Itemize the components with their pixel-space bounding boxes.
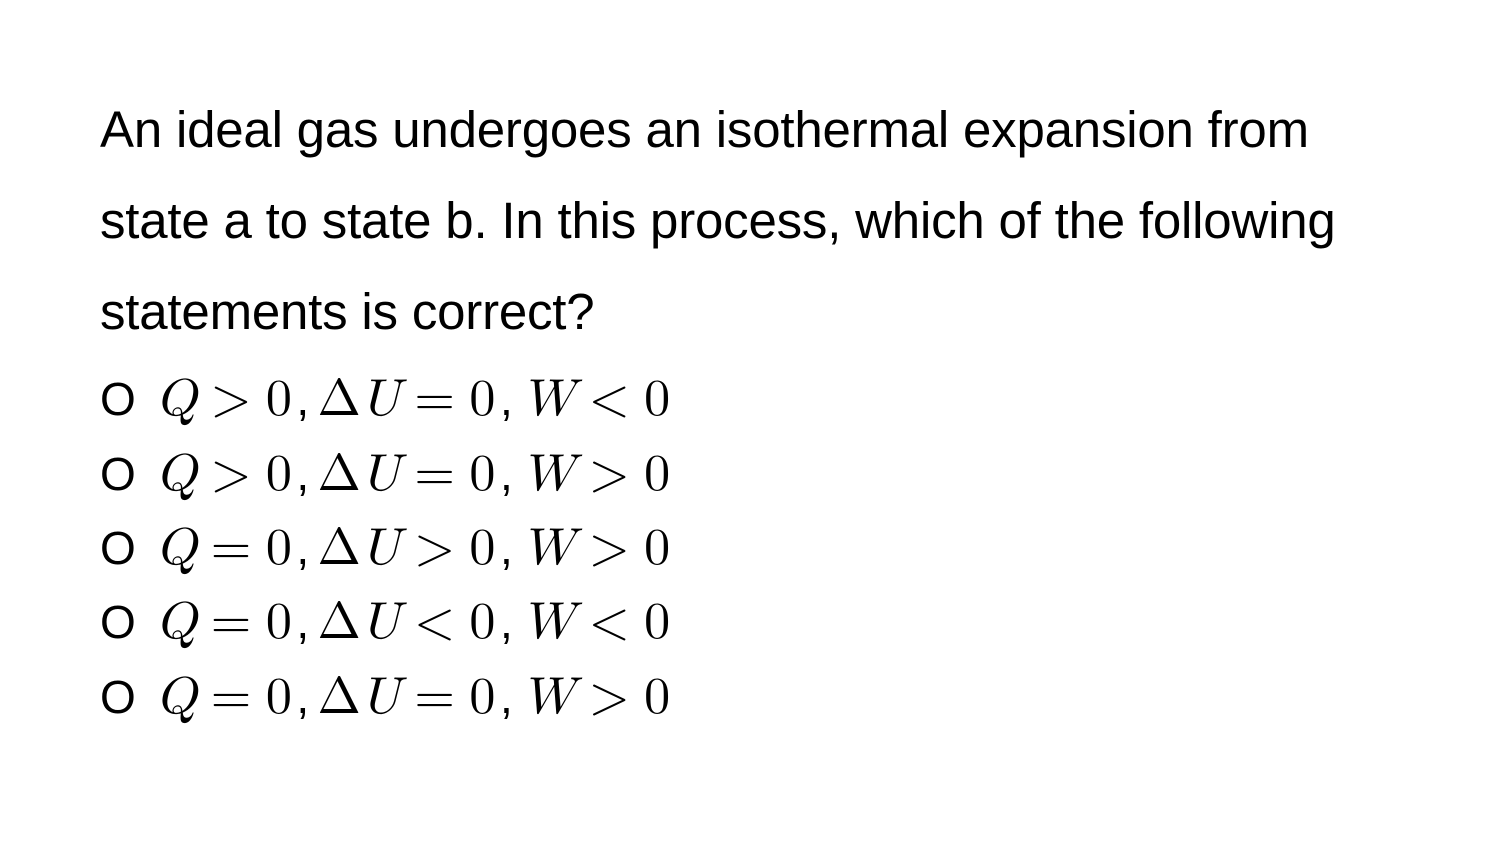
relation-op: > — [400, 512, 470, 586]
symbol-Delta: Δ — [317, 363, 360, 437]
option-row: OQ=0,ΔU>0,W>0 — [100, 512, 1400, 586]
radio-icon: O — [100, 590, 136, 656]
symbol-Delta: Δ — [317, 661, 360, 735]
relation-op: = — [400, 661, 470, 735]
option-row: OQ=0,ΔU<0,W<0 — [100, 586, 1400, 660]
option-math: Q>0,ΔU=0,W>0 — [156, 438, 670, 512]
symbol-Q: Q — [156, 438, 196, 512]
option-math: Q=0,ΔU=0,W>0 — [156, 661, 670, 735]
number-zero: 0 — [644, 438, 670, 512]
number-zero: 0 — [469, 438, 495, 512]
symbol-Q: Q — [156, 661, 196, 735]
relation-op: < — [575, 363, 645, 437]
option-row: OQ>0,ΔU=0,W<0 — [100, 363, 1400, 437]
number-zero: 0 — [469, 661, 495, 735]
symbol-U: U — [361, 363, 400, 437]
separator-comma: , — [292, 590, 318, 656]
relation-op: < — [400, 586, 470, 660]
number-zero: 0 — [266, 661, 292, 735]
number-zero: 0 — [644, 586, 670, 660]
symbol-U: U — [361, 661, 400, 735]
symbol-W: W — [521, 512, 574, 586]
symbol-Q: Q — [156, 586, 196, 660]
number-zero: 0 — [644, 512, 670, 586]
number-zero: 0 — [266, 586, 292, 660]
symbol-Delta: Δ — [317, 586, 360, 660]
number-zero: 0 — [644, 363, 670, 437]
number-zero: 0 — [469, 586, 495, 660]
relation-op: > — [575, 438, 645, 512]
option-row: OQ>0,ΔU=0,W>0 — [100, 438, 1400, 512]
question-text: An ideal gas undergoes an isothermal exp… — [100, 85, 1400, 357]
relation-op: > — [575, 661, 645, 735]
symbol-Q: Q — [156, 363, 196, 437]
radio-icon: O — [100, 516, 136, 582]
separator-comma: , — [495, 367, 521, 433]
radio-icon: O — [100, 367, 136, 433]
relation-op: > — [196, 438, 266, 512]
number-zero: 0 — [644, 661, 670, 735]
relation-op: > — [196, 363, 266, 437]
separator-comma: , — [495, 665, 521, 731]
symbol-W: W — [521, 586, 574, 660]
relation-op: > — [575, 512, 645, 586]
separator-comma: , — [292, 367, 318, 433]
symbol-U: U — [361, 512, 400, 586]
separator-comma: , — [495, 442, 521, 508]
relation-op: = — [196, 661, 266, 735]
relation-op: = — [196, 586, 266, 660]
relation-op: = — [400, 363, 470, 437]
radio-icon: O — [100, 442, 136, 508]
symbol-U: U — [361, 586, 400, 660]
number-zero: 0 — [469, 363, 495, 437]
relation-op: = — [196, 512, 266, 586]
options-list: OQ>0,ΔU=0,W<0OQ>0,ΔU=0,W>0OQ=0,ΔU>0,W>0O… — [100, 363, 1400, 735]
separator-comma: , — [292, 442, 318, 508]
option-math: Q>0,ΔU=0,W<0 — [156, 363, 670, 437]
symbol-W: W — [521, 363, 574, 437]
radio-icon: O — [100, 665, 136, 731]
relation-op: = — [400, 438, 470, 512]
symbol-W: W — [521, 438, 574, 512]
separator-comma: , — [495, 516, 521, 582]
symbol-Delta: Δ — [317, 438, 360, 512]
number-zero: 0 — [266, 363, 292, 437]
separator-comma: , — [292, 665, 318, 731]
symbol-Delta: Δ — [317, 512, 360, 586]
number-zero: 0 — [469, 512, 495, 586]
symbol-Q: Q — [156, 512, 196, 586]
option-math: Q=0,ΔU>0,W>0 — [156, 512, 670, 586]
symbol-U: U — [361, 438, 400, 512]
relation-op: < — [575, 586, 645, 660]
option-row: OQ=0,ΔU=0,W>0 — [100, 661, 1400, 735]
separator-comma: , — [495, 590, 521, 656]
symbol-W: W — [521, 661, 574, 735]
number-zero: 0 — [266, 512, 292, 586]
option-math: Q=0,ΔU<0,W<0 — [156, 586, 670, 660]
number-zero: 0 — [266, 438, 292, 512]
separator-comma: , — [292, 516, 318, 582]
